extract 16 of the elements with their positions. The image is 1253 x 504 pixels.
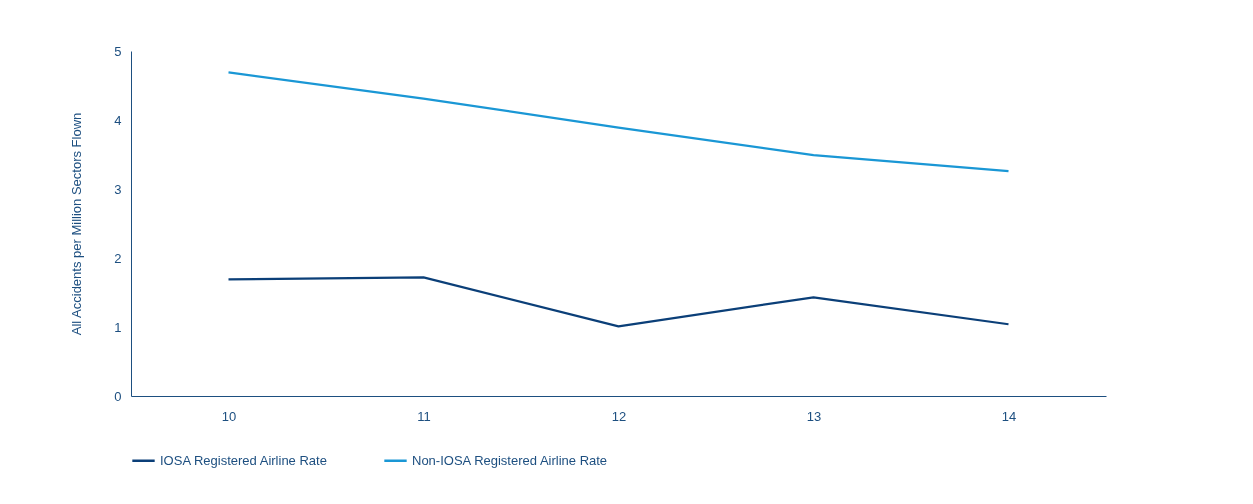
x-tick-label: 12	[611, 408, 627, 424]
line-series	[227, 276, 1010, 328]
y-tick-label: 2	[114, 250, 122, 266]
y-tick-label: 3	[114, 181, 122, 197]
legend-label: IOSA Registered Airline Rate	[160, 452, 327, 468]
y-tick-label: 1	[114, 319, 122, 335]
y-tick-label: 5	[114, 43, 122, 59]
line-series	[227, 71, 1010, 173]
x-tick-label: 11	[417, 408, 431, 424]
x-tick-label: 14	[1001, 408, 1017, 424]
y-axis-title: All Accidents per Million Sectors Flown	[69, 112, 85, 336]
y-tick-label: 4	[114, 112, 122, 128]
legend-label: Non-IOSA Registered Airline Rate	[412, 452, 608, 468]
y-tick-label: 0	[114, 388, 122, 404]
x-tick-label: 13	[806, 408, 822, 424]
x-tick-label: 10	[221, 408, 237, 424]
